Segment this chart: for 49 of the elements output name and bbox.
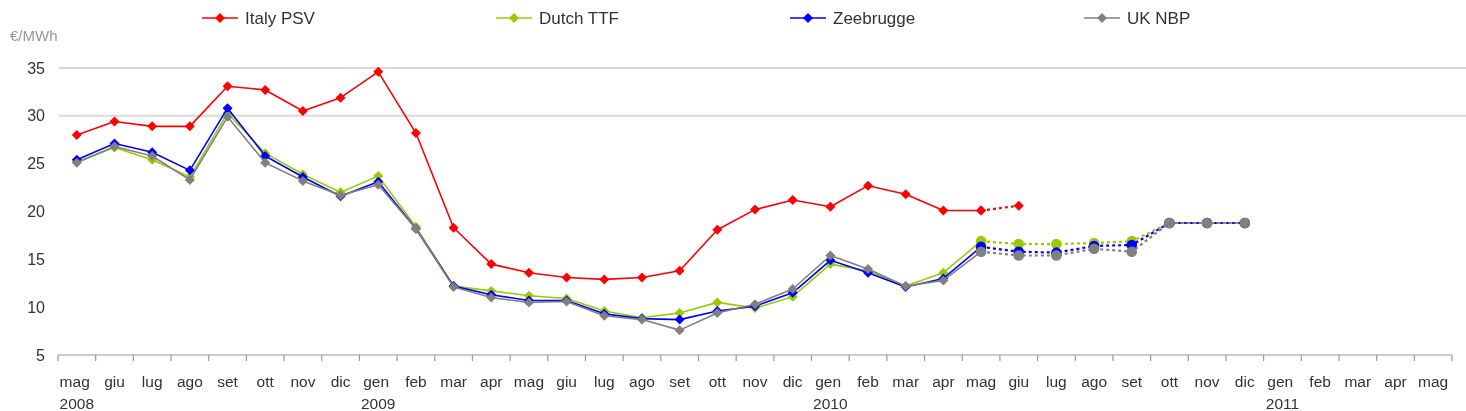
legend-label: UK NBP xyxy=(1127,8,1191,28)
x-tick-label: ott xyxy=(1160,373,1179,390)
x-tick-label: lug xyxy=(1046,373,1067,390)
x-tick-label: ott xyxy=(256,373,275,390)
y-tick-label: 15 xyxy=(27,250,46,268)
x-tick-label: mar xyxy=(440,373,467,390)
x-tick-label: gen 2010 xyxy=(813,373,848,411)
x-tick-label: dic xyxy=(1234,373,1255,390)
x-tick-label: lug xyxy=(141,373,163,390)
x-tick-label: set xyxy=(217,373,239,390)
x-tick-label: apr xyxy=(1384,373,1407,390)
x-tick-label: apr xyxy=(932,373,955,390)
x-tick-label: mag xyxy=(513,373,545,390)
x-tick-label: dic xyxy=(782,373,803,390)
y-tick-label: 35 xyxy=(27,59,46,77)
legend-label: Dutch TTF xyxy=(539,8,619,28)
x-tick-label: giu xyxy=(1008,373,1030,390)
x-tick-label: gen 2011 xyxy=(1265,373,1300,411)
legend-label: Italy PSV xyxy=(245,8,316,28)
x-tick-label: giu xyxy=(556,373,577,390)
x-tick-label: mag xyxy=(1418,373,1449,390)
x-tick-label: ago xyxy=(176,373,203,390)
x-tick-label: ago xyxy=(629,373,655,390)
x-tick-label: ott xyxy=(708,373,727,390)
y-tick-label: 5 xyxy=(36,346,46,364)
x-tick-label: feb xyxy=(405,373,427,390)
x-tick-label: mag xyxy=(965,373,997,390)
x-tick-label: feb xyxy=(1309,373,1331,390)
x-tick-label: giu xyxy=(104,373,125,390)
y-tick-label: 30 xyxy=(27,107,46,125)
x-tick-label: mag 2008 xyxy=(59,373,95,411)
x-tick-label: set xyxy=(669,373,691,390)
x-tick-label: feb xyxy=(857,373,879,390)
x-tick-label: set xyxy=(1121,373,1143,390)
x-tick-label: apr xyxy=(480,373,503,390)
x-tick-label: dic xyxy=(330,373,351,390)
legend-label: Zeebrugge xyxy=(833,8,916,28)
y-tick-label: 20 xyxy=(27,203,46,221)
x-tick-label: nov xyxy=(1194,373,1220,390)
x-tick-label: lug xyxy=(593,373,615,390)
x-tick-label: mar xyxy=(892,373,920,390)
x-tick-label: nov xyxy=(290,373,316,390)
x-tick-label: nov xyxy=(742,373,768,390)
x-tick-label: ago xyxy=(1081,373,1108,390)
x-tick-label: mar xyxy=(1344,373,1372,390)
y-tick-label: 10 xyxy=(27,298,46,316)
y-tick-label: 25 xyxy=(27,155,46,173)
y-axis-title: €/MWh xyxy=(10,27,58,44)
x-tick-label: gen 2009 xyxy=(361,373,396,411)
